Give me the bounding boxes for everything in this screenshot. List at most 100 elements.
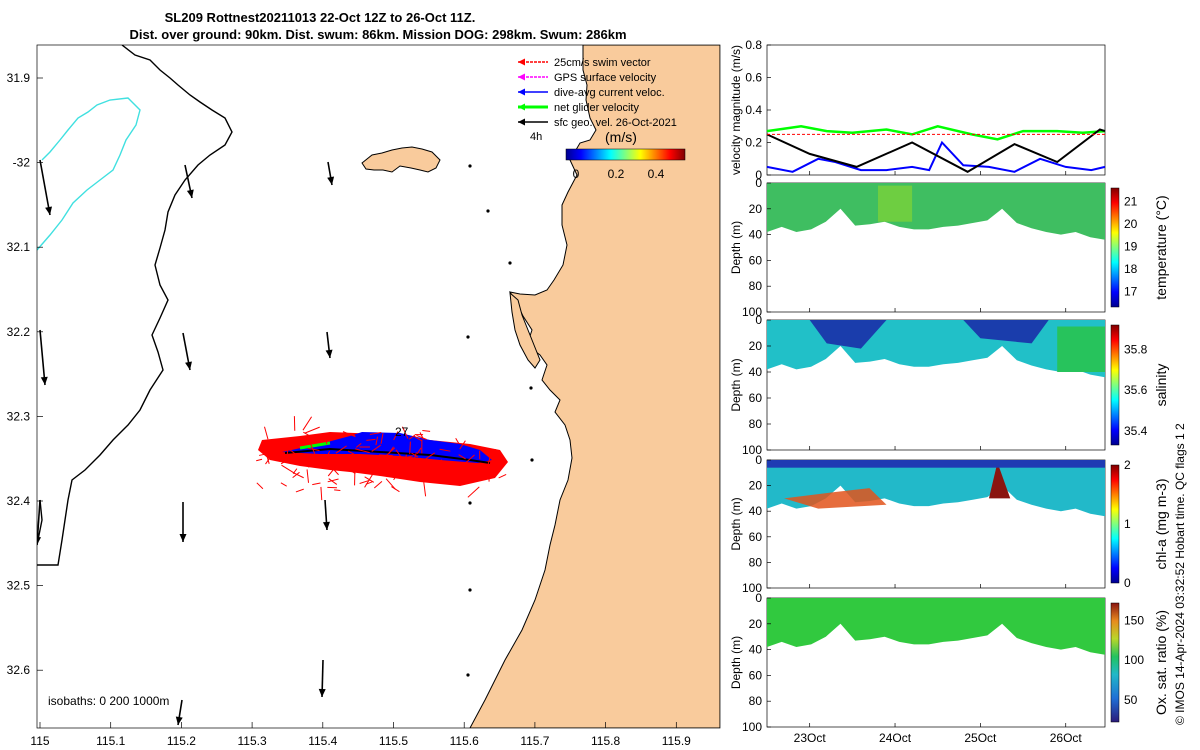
legend-arrowhead-sfc_geo (518, 118, 525, 126)
velocity-y-tick-label: 0.8 (745, 38, 762, 52)
swim-vector (327, 463, 339, 477)
chla-high-patch (988, 462, 1011, 499)
geo-arrow-head (325, 349, 333, 358)
map-x-tick-label: 115.8 (591, 734, 620, 748)
map-y-tick-label: 32.6 (7, 663, 31, 677)
garden-island (509, 291, 541, 369)
geo-arrow-head (179, 534, 187, 542)
section-data-region-0 (767, 183, 1105, 240)
salinity-fresh-patch (963, 320, 1049, 344)
swim-vector (327, 478, 339, 483)
colorbar-tick-label: 17 (1124, 284, 1138, 298)
legend-label-swim: 25cm/s swim vector (554, 57, 651, 69)
swim-vector (411, 452, 417, 468)
swim-vector (313, 457, 322, 462)
velocity-series-net (766, 125, 1106, 141)
swim-vector (459, 440, 466, 450)
isobath-1000m (37, 45, 233, 566)
swim-vector (436, 468, 439, 478)
swim-vector (391, 486, 400, 493)
map-y-tick-label: 32.3 (7, 409, 31, 423)
swim-vector (496, 460, 507, 464)
swim-vector (359, 479, 370, 484)
colorbar-tick-label: 100 (1124, 653, 1144, 667)
depth-tick-label: 40 (749, 504, 763, 518)
legend-arrowhead-swim (518, 58, 525, 66)
geo-arrow-shaft (39, 159, 51, 216)
islet-dot (530, 458, 534, 462)
colorbar-tick-label: 35.4 (1124, 424, 1148, 438)
map-axis-ticks: 115 115.1 115.2 115.3 115.4 115.5 115.6 115.7 11… (7, 71, 692, 748)
geo-arrow-head (185, 361, 192, 370)
swim-vector (264, 426, 269, 440)
swim-vector (455, 468, 471, 476)
swim-vector (458, 454, 466, 460)
swim-vector (371, 444, 382, 452)
day-tick-label: 23Oct (794, 731, 827, 745)
swim-vector (413, 435, 422, 442)
colorbar-tick-label: 20 (1124, 217, 1138, 231)
swim-vector (375, 436, 379, 446)
day-tick-label: 25Oct (964, 731, 997, 745)
islet-dot (529, 386, 533, 390)
swim-vector (302, 416, 313, 431)
swim-vector (480, 463, 488, 469)
swim-vector (356, 443, 362, 448)
swim-vector (423, 452, 436, 461)
depth-tick-label: 80 (749, 279, 763, 293)
day-tick-label: 26Oct (1050, 731, 1083, 745)
velocity-y-tick-label: 0.4 (745, 103, 762, 117)
islet-dot (468, 588, 472, 592)
sfc-geo-velocity-arrows (37, 159, 335, 726)
map-y-tick-label: 32.2 (7, 325, 31, 339)
legend-arrowhead-gps (518, 73, 525, 81)
swim-vector (498, 473, 507, 479)
rottnest-island (361, 146, 441, 173)
swim-vector (393, 431, 399, 441)
swim-vector (304, 426, 320, 434)
map-panel: 27 25cm/s swim vector GPS surface velocit… (37, 45, 720, 728)
map-y-tick-label: -32 (13, 156, 31, 170)
swim-vector (391, 454, 403, 466)
swim-vector (416, 447, 422, 455)
swim-vector (280, 459, 289, 465)
swim-vector (346, 467, 356, 474)
depth-tick-label: 80 (749, 694, 763, 708)
velocity-series-dive_avg (766, 140, 1106, 173)
section-colorbar-2 (1110, 464, 1120, 584)
section-colorbar-3 (1110, 602, 1120, 723)
swim-vector (306, 469, 310, 483)
islet-dot (466, 335, 470, 339)
swim-vector (373, 458, 380, 464)
swim-vector (292, 472, 304, 479)
swim-vector (312, 482, 321, 486)
chla-max-patch (784, 488, 887, 509)
swim-vector (311, 458, 318, 465)
swim-vector (364, 474, 374, 488)
colorbar-tick-label: 50 (1124, 693, 1138, 707)
swim-vector (320, 486, 323, 501)
depth-tick-label: 100 (742, 305, 762, 319)
isobath-1000m-west (37, 499, 43, 546)
depth-tick-label: 0 (755, 313, 762, 327)
depth-tick-label: 40 (749, 228, 763, 242)
swim-vector (366, 465, 369, 473)
swim-vector (307, 447, 320, 451)
legend-time-label: 4h (530, 131, 542, 143)
swim-vector (453, 472, 465, 476)
swim-vector (492, 466, 499, 475)
map-frame (36, 44, 721, 729)
velocity-y-tick-label: 0.2 (745, 136, 762, 150)
glider-track-cloud (256, 416, 508, 501)
map-legend: 25cm/s swim vector GPS surface velocity di… (518, 57, 677, 129)
velocity-y-tick-label: 0 (755, 168, 762, 182)
colorbar-label: chl-a (mg m-3) (1153, 478, 1169, 569)
net-velocity-segment (299, 441, 331, 450)
islet-dot (486, 209, 490, 213)
salinity-salty-patch (1057, 326, 1105, 372)
figure-title-line1: SL209 Rottnest20211013 22-Oct 12Z to 26-… (165, 10, 476, 25)
section-ylabel: Depth (m) (729, 221, 743, 274)
swim-vector (485, 449, 497, 455)
map-x-tick-label: 115.6 (450, 734, 479, 748)
legend-label-gps: GPS surface velocity (554, 72, 657, 84)
